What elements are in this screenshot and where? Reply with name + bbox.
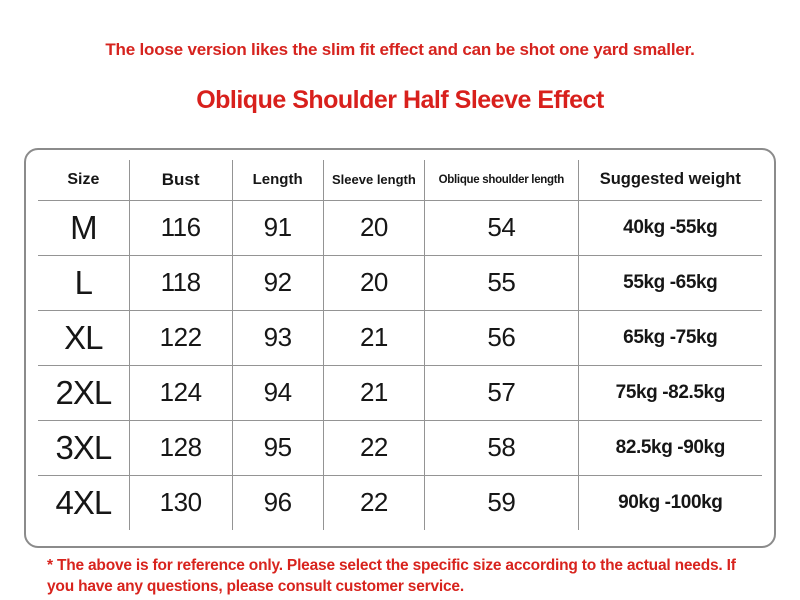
cell-length: 94 — [231, 364, 324, 420]
header-row: Size Bust Length Sleeve length Oblique s… — [38, 160, 762, 200]
cell-size: XL — [38, 309, 130, 365]
table-row-l: L 118 92 20 55 55kg -65kg — [38, 254, 762, 310]
cell-oblique: 59 — [424, 474, 579, 530]
cell-oblique: 56 — [424, 309, 579, 365]
table-row-xl: XL 122 93 21 56 65kg -75kg — [38, 309, 762, 365]
page-title: Oblique Shoulder Half Sleeve Effect — [196, 86, 604, 114]
cell-weight: 40kg -55kg — [577, 199, 762, 255]
cell-weight: 65kg -75kg — [577, 309, 762, 365]
cell-oblique: 58 — [424, 419, 579, 475]
cell-oblique: 54 — [424, 199, 579, 255]
cell-length: 93 — [231, 309, 324, 365]
cell-bust: 116 — [128, 199, 233, 255]
column-header-bust: Bust — [128, 160, 233, 200]
cell-bust: 118 — [128, 254, 233, 310]
table-row-3xl: 3XL 128 95 22 58 82.5kg -90kg — [38, 419, 762, 475]
cell-weight: 55kg -65kg — [577, 254, 762, 310]
fit-note-text: The loose version likes the slim fit eff… — [105, 40, 695, 59]
cell-size: M — [38, 199, 130, 255]
size-chart-panel: Size Bust Length Sleeve length Oblique s… — [24, 148, 776, 548]
cell-sleeve: 20 — [322, 254, 425, 310]
cell-bust: 130 — [128, 474, 233, 530]
cell-oblique: 55 — [424, 254, 579, 310]
cell-sleeve: 22 — [322, 474, 425, 530]
reference-disclaimer-text: * The above is for reference only. Pleas… — [47, 557, 736, 595]
table-row-2xl: 2XL 124 94 21 57 75kg -82.5kg — [38, 364, 762, 420]
cell-weight: 75kg -82.5kg — [577, 364, 762, 420]
cell-size: L — [38, 254, 130, 310]
cell-bust: 128 — [128, 419, 233, 475]
column-header-length: Length — [231, 160, 324, 200]
cell-length: 91 — [231, 199, 324, 255]
cell-size: 2XL — [38, 364, 130, 420]
cell-length: 95 — [231, 419, 324, 475]
table-row-4xl: 4XL 130 96 22 59 90kg -100kg — [38, 474, 762, 530]
cell-length: 92 — [231, 254, 324, 310]
cell-size: 4XL — [38, 474, 130, 530]
column-header-oblique-shoulder-length: Oblique shoulder length — [424, 160, 579, 200]
cell-sleeve: 21 — [322, 309, 425, 365]
cell-size: 3XL — [38, 419, 130, 475]
column-header-size: Size — [67, 170, 100, 188]
table-row-m: M 116 91 20 54 40kg -55kg — [38, 199, 762, 255]
cell-bust: 122 — [128, 309, 233, 365]
cell-sleeve: 22 — [322, 419, 425, 475]
cell-weight: 82.5kg -90kg — [577, 419, 762, 475]
cell-oblique: 57 — [424, 364, 579, 420]
cell-weight: 90kg -100kg — [577, 474, 762, 530]
cell-length: 96 — [231, 474, 324, 530]
column-header-sleeve-length: Sleeve length — [322, 160, 425, 200]
cell-sleeve: 21 — [322, 364, 425, 420]
cell-bust: 124 — [128, 364, 233, 420]
size-chart-table: Size Bust Length Sleeve length Oblique s… — [38, 160, 762, 530]
cell-sleeve: 20 — [322, 199, 425, 255]
column-header-suggested-weight: Suggested weight — [577, 160, 762, 200]
